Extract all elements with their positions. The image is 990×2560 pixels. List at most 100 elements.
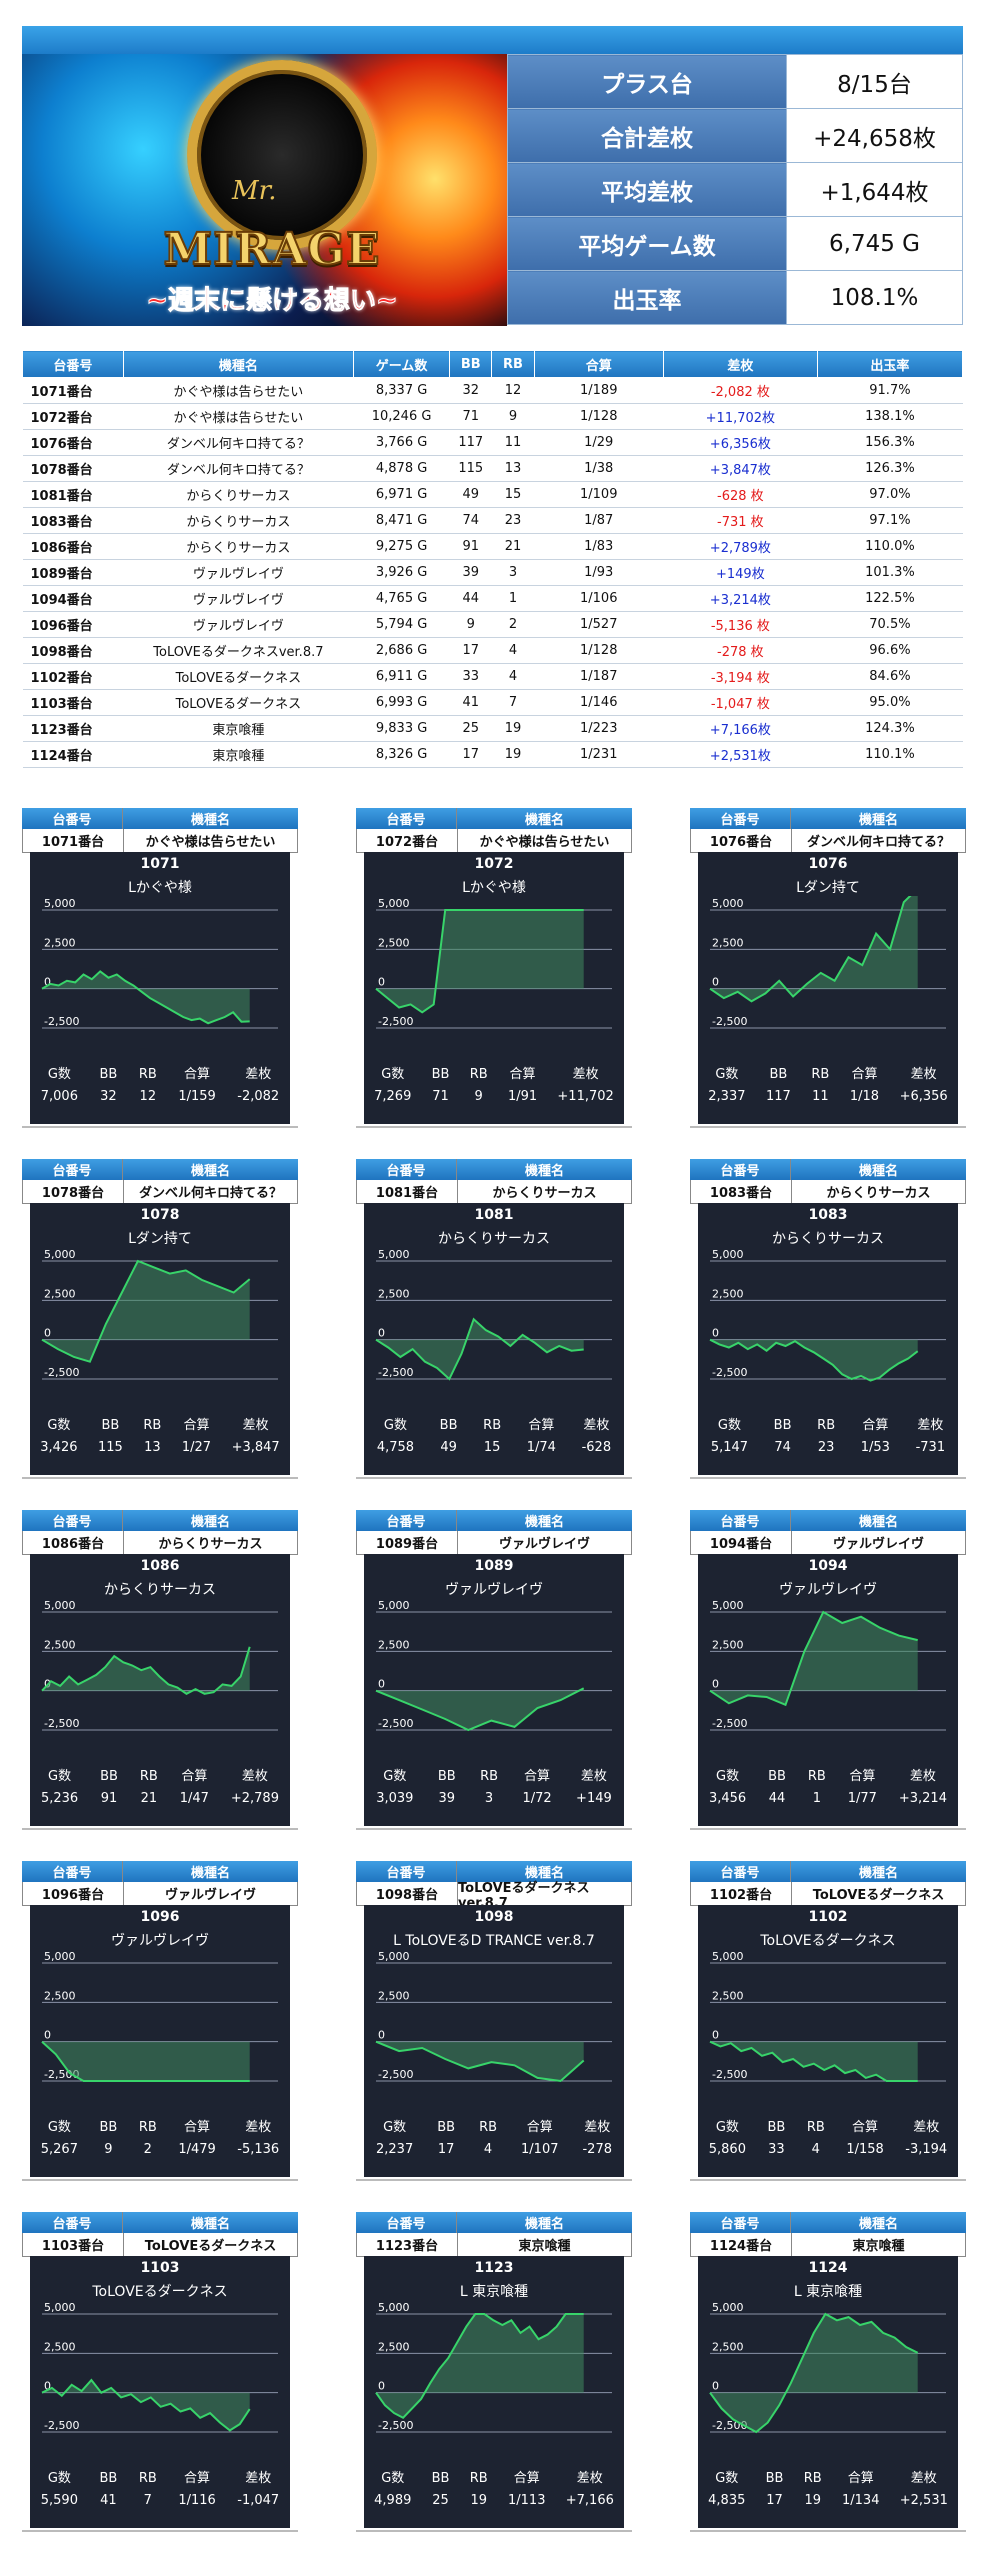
card-chart-panel: 1094 ヴァルヴレイヴ 5,000 2,500 0 -2,500 G数 3,456 BB 44 R…	[698, 1554, 958, 1826]
stat-column: RB 13	[143, 1415, 161, 1459]
table-cell: 3	[491, 559, 535, 586]
machine-card: 台番号 機種名 1096番台 ヴァルヴレイヴ 1096 ヴァルヴレイヴ 5,000 2,500…	[22, 1861, 298, 2181]
stat-label: RB	[803, 2471, 822, 2486]
stat-column: G数 2,237	[376, 2117, 413, 2161]
y-tick-label: 0	[712, 1327, 719, 1340]
table-cell: 7	[491, 689, 535, 716]
slump-line	[41, 1646, 251, 1695]
card-header-model: 機種名	[524, 813, 564, 828]
stat-column: RB 4	[807, 2117, 825, 2161]
card-header: 台番号 機種名	[356, 2212, 632, 2233]
card-machine-number: 1078番台	[23, 1180, 124, 1203]
column-header: ゲーム数	[353, 350, 451, 378]
card-model-name: ToLOVEるダークネス	[812, 1888, 945, 1903]
card-header-model: 機種名	[524, 1164, 564, 1179]
slump-line	[41, 2378, 251, 2432]
card-header-model: 機種名	[524, 1515, 564, 1530]
table-cell: 122.5%	[817, 585, 963, 612]
y-tick-label: 0	[44, 1327, 51, 1340]
table-cell: からくりサーカス	[123, 507, 354, 534]
card-info-row: 1081番台 からくりサーカス	[356, 1180, 632, 1204]
table-cell: 1078番台	[22, 455, 124, 482]
table-cell: ヴァルヴレイヴ	[123, 559, 354, 586]
y-tick-label: -2,500	[44, 1717, 79, 1730]
card-model-name: からくりサーカス	[158, 1537, 263, 1552]
card-machine-number: 1089番台	[357, 1531, 458, 1554]
slump-area	[710, 1612, 918, 1705]
chart-number: 1094	[808, 1558, 848, 1574]
table-cell: +6,356枚	[663, 429, 818, 456]
stat-column: 差枚 +7,166	[566, 2468, 614, 2512]
y-tick-label: 0	[378, 976, 385, 989]
stat-column: BB 17	[437, 2117, 455, 2161]
card-info-row: 1071番台 かぐや様は告らせたい	[22, 829, 298, 853]
stat-column: 合算 1/134	[842, 2468, 879, 2512]
table-cell: 1072番台	[22, 403, 124, 430]
card-model-name: ToLOVEるダークネス	[144, 2239, 277, 2254]
table-cell: 138.1%	[817, 403, 963, 430]
table-cell: 126.3%	[817, 455, 963, 482]
stat-column: BB 9	[99, 2117, 117, 2161]
card-model-name: かぐや様は告らせたい	[479, 835, 610, 850]
table-cell: 12	[491, 377, 535, 404]
stat-value: +7,166	[565, 2493, 614, 2508]
table-row: 1096番台 ヴァルヴレイヴ 5,794 G 9 2 1/527 -5,136 枚 70.5%	[22, 611, 963, 638]
table-cell: 1081番台	[22, 481, 124, 508]
card-chart-panel: 1102 ToLOVEるダークネス 5,000 2,500 0 -2,500 G数 5,860…	[698, 1905, 958, 2177]
stat-column: 合算 1/27	[182, 1415, 211, 1459]
table-cell: 1/189	[534, 377, 664, 404]
stat-value: 4,835	[708, 2493, 746, 2508]
y-tick-label: 0	[378, 2029, 385, 2042]
card-header-machine: 台番号	[22, 1510, 123, 1531]
table-cell: 1/146	[534, 689, 664, 716]
y-tick-label: 5,000	[44, 2301, 76, 2314]
stat-column: 合算 1/159	[178, 1064, 215, 1108]
chart-number: 1124	[808, 2260, 848, 2276]
card-frame	[22, 1554, 298, 1830]
stat-label: 差枚	[241, 1769, 268, 1784]
card-header-model: 機種名	[858, 1164, 898, 1179]
column-header: 台番号	[22, 350, 124, 378]
card-info-row: 1083番台 からくりサーカス	[690, 1180, 966, 1204]
stat-column: BB 33	[767, 2117, 785, 2161]
chart-title: L 東京喰種	[459, 2284, 529, 2300]
machine-card: 台番号 機種名 1089番台 ヴァルヴレイヴ 1089 ヴァルヴレイヴ 5,000 2,500…	[356, 1510, 632, 1830]
machine-card: 台番号 機種名 1123番台 東京喰種 1123 L 東京喰種 5,000 2,500 0 -2,…	[356, 2212, 632, 2532]
machine-card: 台番号 機種名 1102番台 ToLOVEるダークネス 1102 ToLOVEるダークネス…	[690, 1861, 966, 2181]
table-cell: 21	[491, 533, 535, 560]
slump-line	[709, 2312, 919, 2434]
stat-label: BB	[773, 1418, 792, 1433]
stat-label: RB	[138, 2471, 157, 2486]
table-cell: 1071番台	[22, 377, 124, 404]
card-chart-panel: 1098 L ToLOVEるD TRANCE ver.8.7 5,000 2,500 0…	[364, 1905, 624, 2177]
stat-value: 71	[432, 1089, 449, 1104]
stat-value: +3,214	[898, 1791, 947, 1806]
table-cell: 49	[449, 481, 492, 508]
card-header-machine: 台番号	[356, 808, 457, 829]
card-chart-panel: 1089 ヴァルヴレイヴ 5,000 2,500 0 -2,500 G数 3,039 BB 39 R…	[364, 1554, 624, 1826]
stat-column: BB 39	[438, 1766, 456, 1810]
stat-column: BB 41	[99, 2468, 117, 2512]
card-info-row: 1096番台 ヴァルヴレイヴ	[22, 1882, 298, 1906]
card-model-name: ヴァルヴレイヴ	[832, 1537, 924, 1552]
chart-number: 1103	[140, 2260, 180, 2276]
slump-line	[41, 2040, 250, 2082]
stat-label: 合算	[852, 2120, 879, 2135]
stat-label: RB	[479, 2120, 498, 2135]
summary-value: +24,658枚	[786, 108, 963, 163]
column-header: 合算	[533, 350, 664, 378]
stat-label: BB	[100, 1769, 118, 1784]
table-row: 1124番台 東京喰種 8,326 G 17 19 1/231 +2,531枚 110.1%	[22, 741, 963, 768]
y-tick-label: 0	[378, 1678, 385, 1691]
card-info-row: 1076番台 ダンベル何キロ持てる？	[690, 829, 966, 853]
table-cell: -731 枚	[663, 507, 818, 534]
card-frame	[690, 2256, 966, 2532]
card-stats: G数 2,237 BB 17 RB 4 合算 1/107 差枚 -278	[364, 2117, 624, 2161]
slump-area	[710, 2041, 918, 2081]
summary-label: 合計差枚	[507, 108, 787, 163]
table-cell: ToLOVEるダークネス	[123, 689, 354, 716]
table-row: 1102番台 ToLOVEるダークネス 6,911 G 33 4 1/187 -3,194 …	[22, 663, 963, 690]
